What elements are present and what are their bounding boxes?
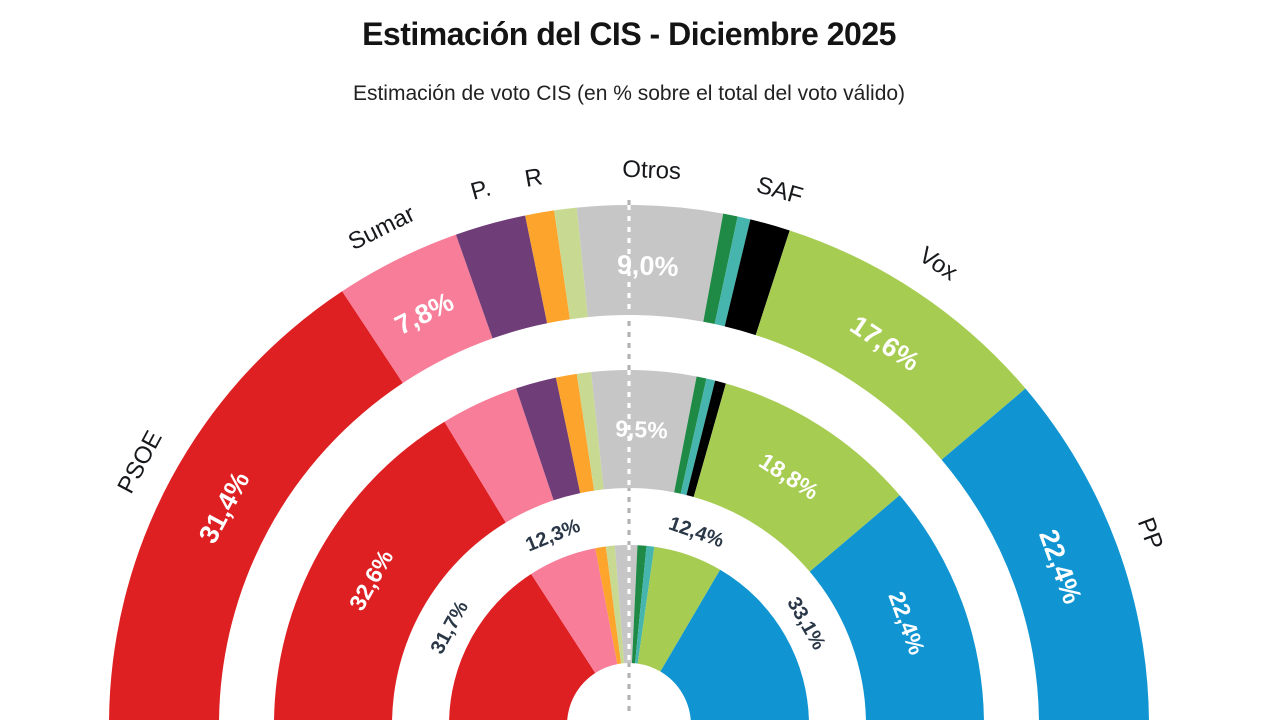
- party-label-sumar: Sumar: [344, 200, 419, 256]
- segment-inner-minor-8: [660, 569, 809, 720]
- value-label-middle-minor-5: 9,5%: [615, 415, 668, 443]
- segment-inner-minor-7: [637, 546, 721, 672]
- segment-middle-minor-6: [674, 376, 707, 494]
- value-label-inner-minor-1: 12,3%: [523, 515, 584, 557]
- party-label-otros: Otros: [622, 156, 682, 185]
- segment-inner-minor-6: [635, 545, 655, 664]
- chart-subtitle: Estimación de voto CIS (en % sobre el to…: [352, 82, 906, 105]
- party-label-saf: SAF: [754, 171, 806, 210]
- segment-outer-otros: [576, 205, 724, 322]
- segment-middle-minor-1: [444, 388, 554, 523]
- segment-outer-psoe: [109, 291, 403, 720]
- segment-outer-minor-4: [554, 207, 588, 320]
- segment-inner-minor-1: [531, 548, 618, 673]
- segment-middle-minor-7: [680, 378, 716, 496]
- segment-middle-minor-9: [693, 383, 900, 572]
- segment-inner-minor-3: [605, 545, 625, 664]
- segment-middle-minor-0: [274, 421, 506, 720]
- value-label-outer-otros: 9,0%: [616, 250, 679, 282]
- segment-outer-saf: [724, 219, 790, 336]
- segment-outer-vox: [755, 230, 1026, 460]
- segment-middle-minor-2: [516, 377, 581, 501]
- segment-outer-p: [455, 215, 548, 339]
- segment-inner-minor-4: [614, 544, 638, 664]
- segment-inner-minor-0: [449, 573, 596, 720]
- party-label-p: P.: [468, 174, 494, 205]
- segment-outer-minor-7: [714, 216, 751, 327]
- segment-middle-minor-4: [576, 372, 604, 491]
- party-label-r: R: [523, 163, 545, 193]
- party-label-psoe: PSOE: [112, 426, 167, 498]
- value-label-inner-minor-7: 12,4%: [666, 513, 727, 553]
- party-label-pp: PP: [1132, 514, 1168, 553]
- segment-outer-r: [525, 210, 570, 324]
- segment-middle-minor-8: [686, 380, 726, 497]
- segment-middle-minor-5: [591, 369, 697, 493]
- segment-inner-minor-2: [595, 546, 622, 665]
- segment-outer-sumar: [342, 234, 493, 384]
- segment-outer-minor-6: [703, 213, 738, 325]
- chart-title: Estimación del CIS - Diciembre 2025: [362, 16, 896, 52]
- segment-middle-minor-10: [809, 495, 984, 720]
- segment-middle-minor-3: [555, 373, 595, 494]
- segment-outer-pp: [941, 388, 1149, 720]
- segment-inner-minor-5: [631, 545, 647, 664]
- party-label-vox: Vox: [914, 242, 962, 287]
